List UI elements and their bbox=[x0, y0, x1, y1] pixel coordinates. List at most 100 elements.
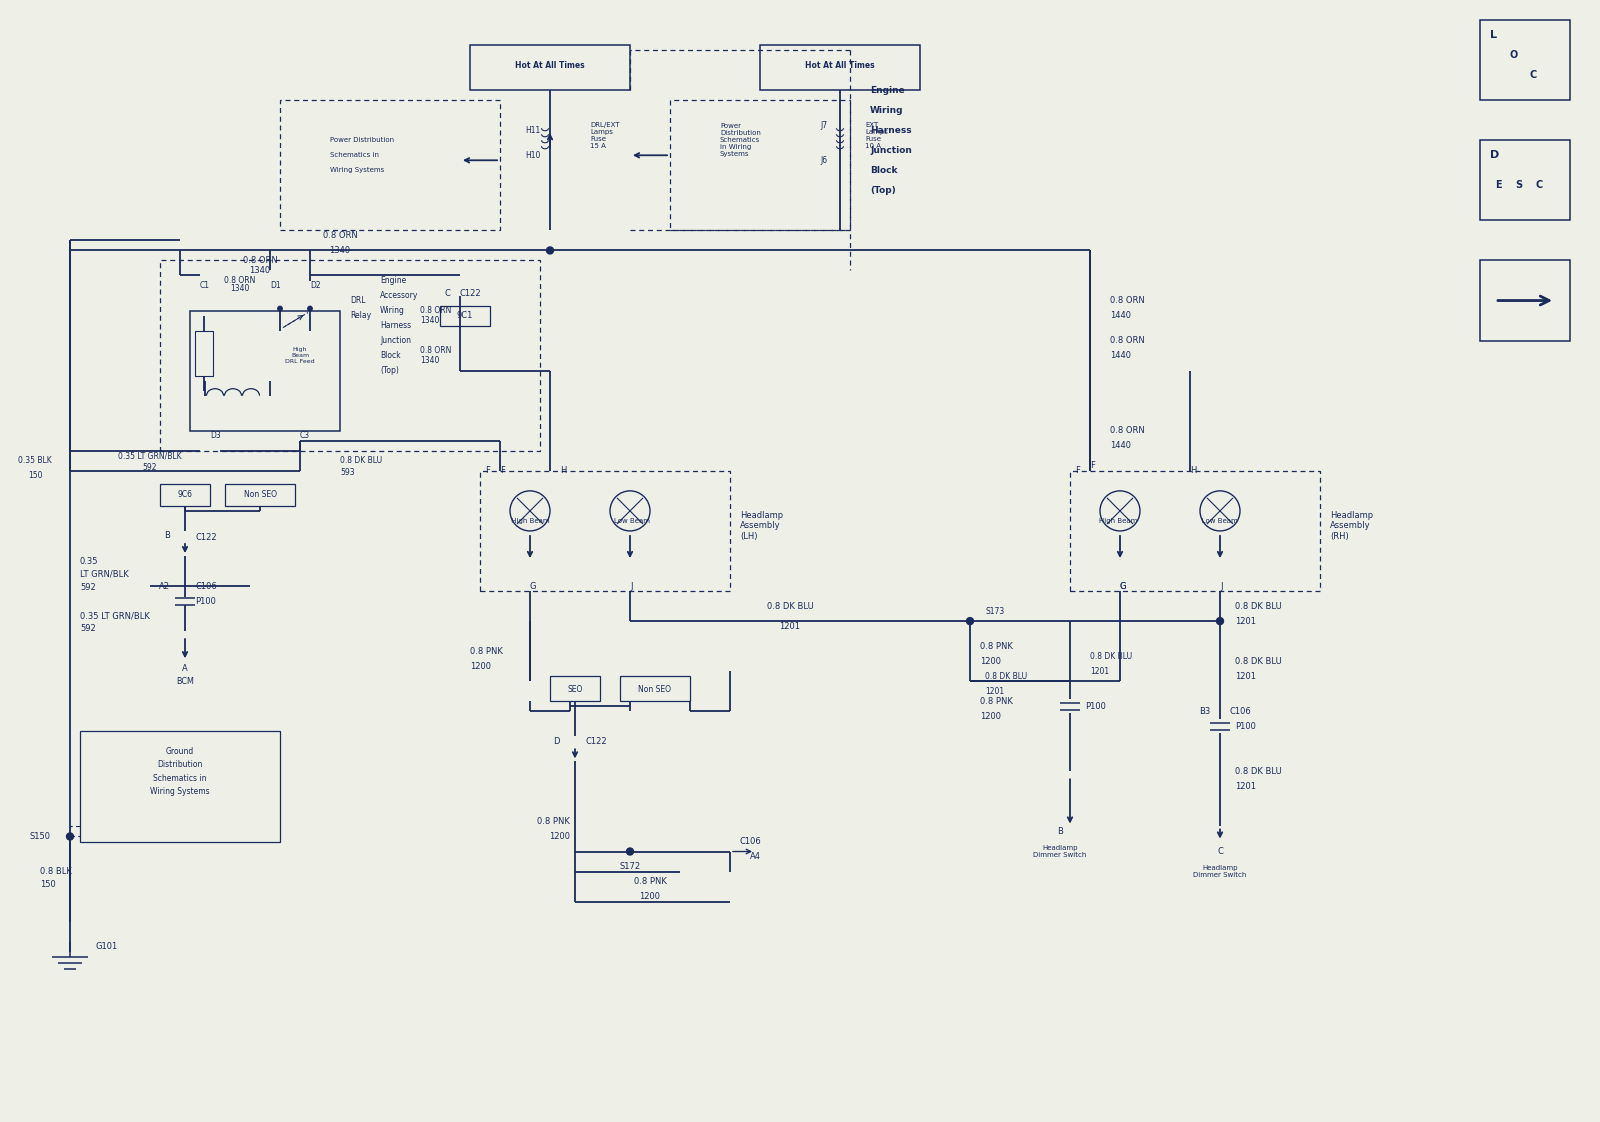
Text: A2: A2 bbox=[158, 581, 170, 590]
Text: 0.8 ORN: 0.8 ORN bbox=[243, 256, 277, 265]
Bar bbox=[190, 311, 339, 431]
Text: DRL: DRL bbox=[350, 296, 365, 305]
Text: Low Beam: Low Beam bbox=[605, 518, 650, 524]
Text: C106: C106 bbox=[1230, 707, 1251, 716]
Text: P100: P100 bbox=[195, 597, 216, 606]
Text: D2: D2 bbox=[310, 280, 320, 289]
Circle shape bbox=[547, 247, 554, 254]
Text: P100: P100 bbox=[1085, 701, 1106, 710]
Text: D1: D1 bbox=[270, 280, 280, 289]
Text: B: B bbox=[1058, 827, 1062, 836]
Text: (Top): (Top) bbox=[870, 186, 896, 195]
Text: 0.8 DK BLU: 0.8 DK BLU bbox=[986, 672, 1027, 681]
Text: J6: J6 bbox=[819, 156, 827, 165]
Bar bbox=[1480, 260, 1570, 341]
Text: 592: 592 bbox=[80, 582, 96, 591]
Text: Engine: Engine bbox=[381, 276, 406, 285]
Text: 593: 593 bbox=[339, 468, 355, 477]
Text: Wiring Systems: Wiring Systems bbox=[150, 787, 210, 795]
Text: Headlamp
Assembly
(LH): Headlamp Assembly (LH) bbox=[739, 511, 782, 541]
Text: Schematics in: Schematics in bbox=[330, 153, 379, 158]
Text: 0.8 DK BLU: 0.8 DK BLU bbox=[1235, 656, 1282, 665]
Text: J: J bbox=[1221, 581, 1222, 590]
Text: 0.35 LT GRN/BLK: 0.35 LT GRN/BLK bbox=[118, 451, 182, 460]
Text: 1340: 1340 bbox=[419, 356, 440, 365]
Text: 150: 150 bbox=[27, 471, 42, 480]
Circle shape bbox=[278, 306, 282, 311]
Circle shape bbox=[966, 617, 973, 625]
Text: Hot At All Times: Hot At All Times bbox=[805, 61, 875, 70]
Text: C122: C122 bbox=[195, 533, 216, 542]
Text: Non SEO: Non SEO bbox=[638, 684, 672, 693]
Bar bbox=[1480, 20, 1570, 100]
Circle shape bbox=[307, 306, 312, 311]
Text: 1340: 1340 bbox=[419, 316, 440, 325]
Text: Power Distribution: Power Distribution bbox=[330, 137, 394, 144]
Text: 0.8 ORN: 0.8 ORN bbox=[224, 276, 256, 285]
Text: B3: B3 bbox=[1198, 707, 1210, 716]
Text: Harness: Harness bbox=[870, 126, 912, 135]
Text: H: H bbox=[560, 467, 566, 476]
Text: P100: P100 bbox=[1235, 721, 1256, 730]
Text: S172: S172 bbox=[619, 862, 640, 871]
Text: Wiring: Wiring bbox=[381, 306, 405, 315]
Text: O: O bbox=[1510, 50, 1518, 61]
Text: 0.35 BLK: 0.35 BLK bbox=[18, 457, 51, 466]
Text: C106: C106 bbox=[195, 581, 216, 590]
Text: 1201: 1201 bbox=[986, 687, 1005, 696]
Circle shape bbox=[1216, 617, 1224, 625]
Text: C3: C3 bbox=[301, 431, 310, 440]
Bar bbox=[621, 677, 690, 701]
Text: BCM: BCM bbox=[176, 677, 194, 686]
Text: 0.8 PNK: 0.8 PNK bbox=[634, 877, 667, 886]
Bar bbox=[280, 100, 499, 230]
Text: Wiring: Wiring bbox=[870, 105, 904, 114]
Bar bbox=[80, 732, 280, 842]
Text: Harness: Harness bbox=[381, 321, 411, 330]
Text: High Beam: High Beam bbox=[1090, 518, 1138, 524]
Text: F: F bbox=[485, 467, 490, 476]
Text: 0.35: 0.35 bbox=[80, 557, 99, 565]
Text: High Beam: High Beam bbox=[499, 518, 550, 524]
Text: 1201: 1201 bbox=[779, 622, 800, 631]
Text: F: F bbox=[1075, 467, 1080, 476]
Bar bbox=[760, 45, 920, 90]
Text: S: S bbox=[1515, 181, 1522, 191]
Circle shape bbox=[627, 848, 634, 855]
Text: 0.8 PNK: 0.8 PNK bbox=[979, 697, 1013, 706]
Text: L: L bbox=[1490, 30, 1498, 40]
Text: C: C bbox=[1534, 181, 1542, 191]
Text: Low Beam: Low Beam bbox=[1195, 518, 1238, 524]
Text: EXT
Lamps
Fuse
10 A: EXT Lamps Fuse 10 A bbox=[866, 122, 888, 149]
Text: Non SEO: Non SEO bbox=[243, 490, 277, 499]
Text: 1340: 1340 bbox=[230, 284, 250, 293]
Text: Junction: Junction bbox=[381, 337, 411, 346]
Text: DRL/EXT
Lamps
Fuse
15 A: DRL/EXT Lamps Fuse 15 A bbox=[590, 122, 619, 149]
Text: Headlamp
Assembly
(RH): Headlamp Assembly (RH) bbox=[1330, 511, 1373, 541]
Text: D: D bbox=[1490, 150, 1499, 160]
Bar bbox=[226, 484, 294, 506]
Text: 0.8 ORN: 0.8 ORN bbox=[419, 346, 451, 356]
Text: S150: S150 bbox=[29, 833, 50, 842]
Text: 1200: 1200 bbox=[470, 662, 491, 671]
Text: C: C bbox=[1530, 71, 1538, 80]
Text: 1201: 1201 bbox=[1235, 782, 1256, 791]
Text: 1200: 1200 bbox=[979, 656, 1002, 665]
Text: 0.8 ORN: 0.8 ORN bbox=[1110, 337, 1144, 346]
Bar bbox=[470, 45, 630, 90]
Text: C122: C122 bbox=[461, 289, 482, 298]
Bar bbox=[1070, 471, 1320, 591]
Text: H11: H11 bbox=[525, 126, 541, 135]
Text: 0.8 DK BLU: 0.8 DK BLU bbox=[339, 457, 382, 466]
Text: 0.8 PNK: 0.8 PNK bbox=[470, 646, 502, 655]
Text: Wiring Systems: Wiring Systems bbox=[330, 167, 384, 173]
Text: F: F bbox=[1090, 461, 1094, 470]
Text: A: A bbox=[182, 664, 187, 673]
Bar bbox=[1480, 140, 1570, 220]
Text: C122: C122 bbox=[586, 737, 606, 746]
Text: 0.8 DK BLU: 0.8 DK BLU bbox=[1235, 766, 1282, 776]
Text: G: G bbox=[1120, 581, 1126, 590]
Text: Ground: Ground bbox=[166, 747, 194, 756]
Text: Power
Distribution
Schematics
in Wiring
Systems: Power Distribution Schematics in Wiring … bbox=[720, 123, 762, 157]
Bar bbox=[195, 331, 213, 376]
